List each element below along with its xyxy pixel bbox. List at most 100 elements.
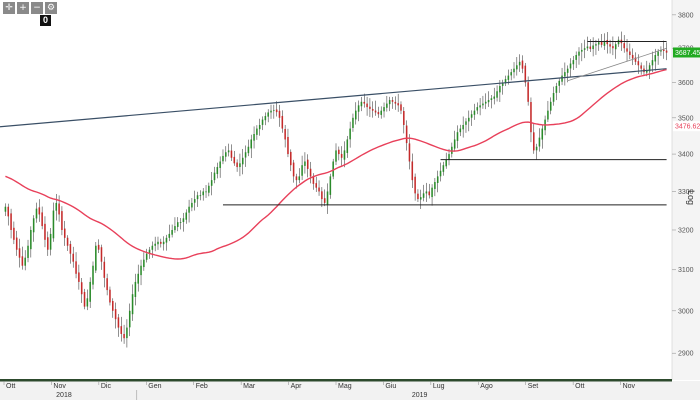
- candle-body: [35, 208, 38, 219]
- candle-body: [490, 98, 493, 100]
- moving-average-line: [5, 68, 667, 260]
- candle-body: [530, 102, 532, 133]
- candle-body: [626, 48, 628, 52]
- candle-body: [315, 183, 317, 188]
- candle-body: [589, 46, 592, 49]
- candle-body: [383, 107, 385, 112]
- candle-body: [312, 176, 315, 184]
- candle-body: [504, 79, 507, 84]
- candle-body: [227, 150, 230, 153]
- x-year-label: 2018: [56, 392, 72, 399]
- candle-body: [428, 191, 431, 196]
- candle-body: [360, 101, 363, 107]
- candle-body: [287, 136, 289, 155]
- candle-body: [230, 150, 233, 158]
- zoom-out-icon[interactable]: −: [31, 2, 43, 14]
- candle-body: [236, 162, 238, 168]
- candle-body: [541, 128, 544, 140]
- x-tick-label: Feb: [196, 383, 208, 390]
- settings-icon[interactable]: ⚙: [45, 2, 57, 14]
- candle-body: [72, 253, 75, 262]
- candle-body: [451, 146, 453, 154]
- candle-body: [63, 228, 66, 238]
- candle-body: [106, 278, 108, 291]
- candle-body: [665, 50, 668, 53]
- candle-body: [470, 114, 473, 118]
- candle-body: [112, 300, 114, 311]
- candle-body: [7, 206, 10, 217]
- candle-body: [233, 156, 236, 164]
- zoom-in-icon[interactable]: +: [17, 2, 29, 14]
- short-trendline: [567, 47, 667, 82]
- candle-body: [32, 218, 35, 233]
- candle-body: [306, 159, 309, 169]
- candle-body: [527, 82, 529, 102]
- candle-body: [473, 110, 476, 115]
- candle-body: [97, 244, 100, 250]
- candle-body: [516, 65, 518, 70]
- candle-body: [448, 154, 450, 160]
- candle-body: [538, 137, 541, 147]
- candle-body: [499, 86, 501, 93]
- candle-body: [380, 110, 382, 115]
- candle-body: [193, 199, 196, 203]
- candle-body: [15, 237, 18, 250]
- last-price-label: 3687.4500: [675, 50, 700, 57]
- candle-body: [143, 259, 145, 268]
- candle-body: [256, 128, 258, 135]
- candle-body: [210, 180, 213, 186]
- x-axis-band: [0, 381, 700, 400]
- candle-body: [436, 176, 439, 183]
- candle-body: [47, 237, 49, 250]
- x-tick-label: Set: [528, 383, 539, 390]
- candle-body: [640, 65, 642, 69]
- y-tick-label: 3000: [678, 308, 694, 315]
- candle-body: [456, 132, 459, 141]
- candle-body: [205, 191, 207, 193]
- candle-body: [49, 233, 52, 250]
- x-tick-label: Nov: [623, 383, 636, 390]
- x-tick-label: Nov: [53, 383, 66, 390]
- candle-body: [270, 110, 272, 113]
- candle-body: [290, 151, 292, 166]
- candle-body: [439, 170, 442, 177]
- candle-body: [83, 292, 86, 307]
- candle-body: [292, 162, 295, 177]
- candle-body: [623, 43, 625, 49]
- candle-body: [160, 241, 162, 244]
- candle-body: [219, 161, 221, 168]
- candle-body: [535, 146, 538, 151]
- candle-body: [609, 44, 611, 47]
- candle-body: [213, 172, 216, 181]
- candle-body: [445, 159, 447, 167]
- candle-body: [267, 112, 269, 117]
- candle-body: [614, 44, 617, 50]
- candle-body: [468, 117, 470, 122]
- candle-body: [18, 248, 21, 258]
- candle-body: [13, 227, 15, 240]
- y-tick-label: 3100: [678, 267, 694, 274]
- x-tick-label: Ago: [480, 383, 493, 390]
- candle-body: [547, 110, 549, 120]
- candle-body: [123, 333, 125, 339]
- candle-body: [476, 107, 479, 111]
- candle-body: [151, 245, 154, 250]
- x-tick-label: Mag: [338, 383, 352, 390]
- candle-body: [208, 185, 210, 193]
- candle-body: [352, 117, 354, 128]
- candle-body: [38, 207, 41, 215]
- candle-body: [117, 317, 120, 328]
- x-tick-label: Apr: [291, 383, 303, 390]
- candle-body: [482, 103, 484, 106]
- candle-body: [566, 68, 569, 73]
- candle-body: [157, 241, 159, 245]
- crosshair-icon[interactable]: ✛: [3, 2, 15, 14]
- x-axis-strip: [0, 379, 672, 382]
- candle-body: [24, 257, 26, 266]
- candle-body: [128, 310, 131, 328]
- candle-body: [41, 212, 43, 227]
- candle-body: [202, 191, 204, 196]
- candle-body: [564, 72, 566, 77]
- candle-body: [343, 150, 346, 160]
